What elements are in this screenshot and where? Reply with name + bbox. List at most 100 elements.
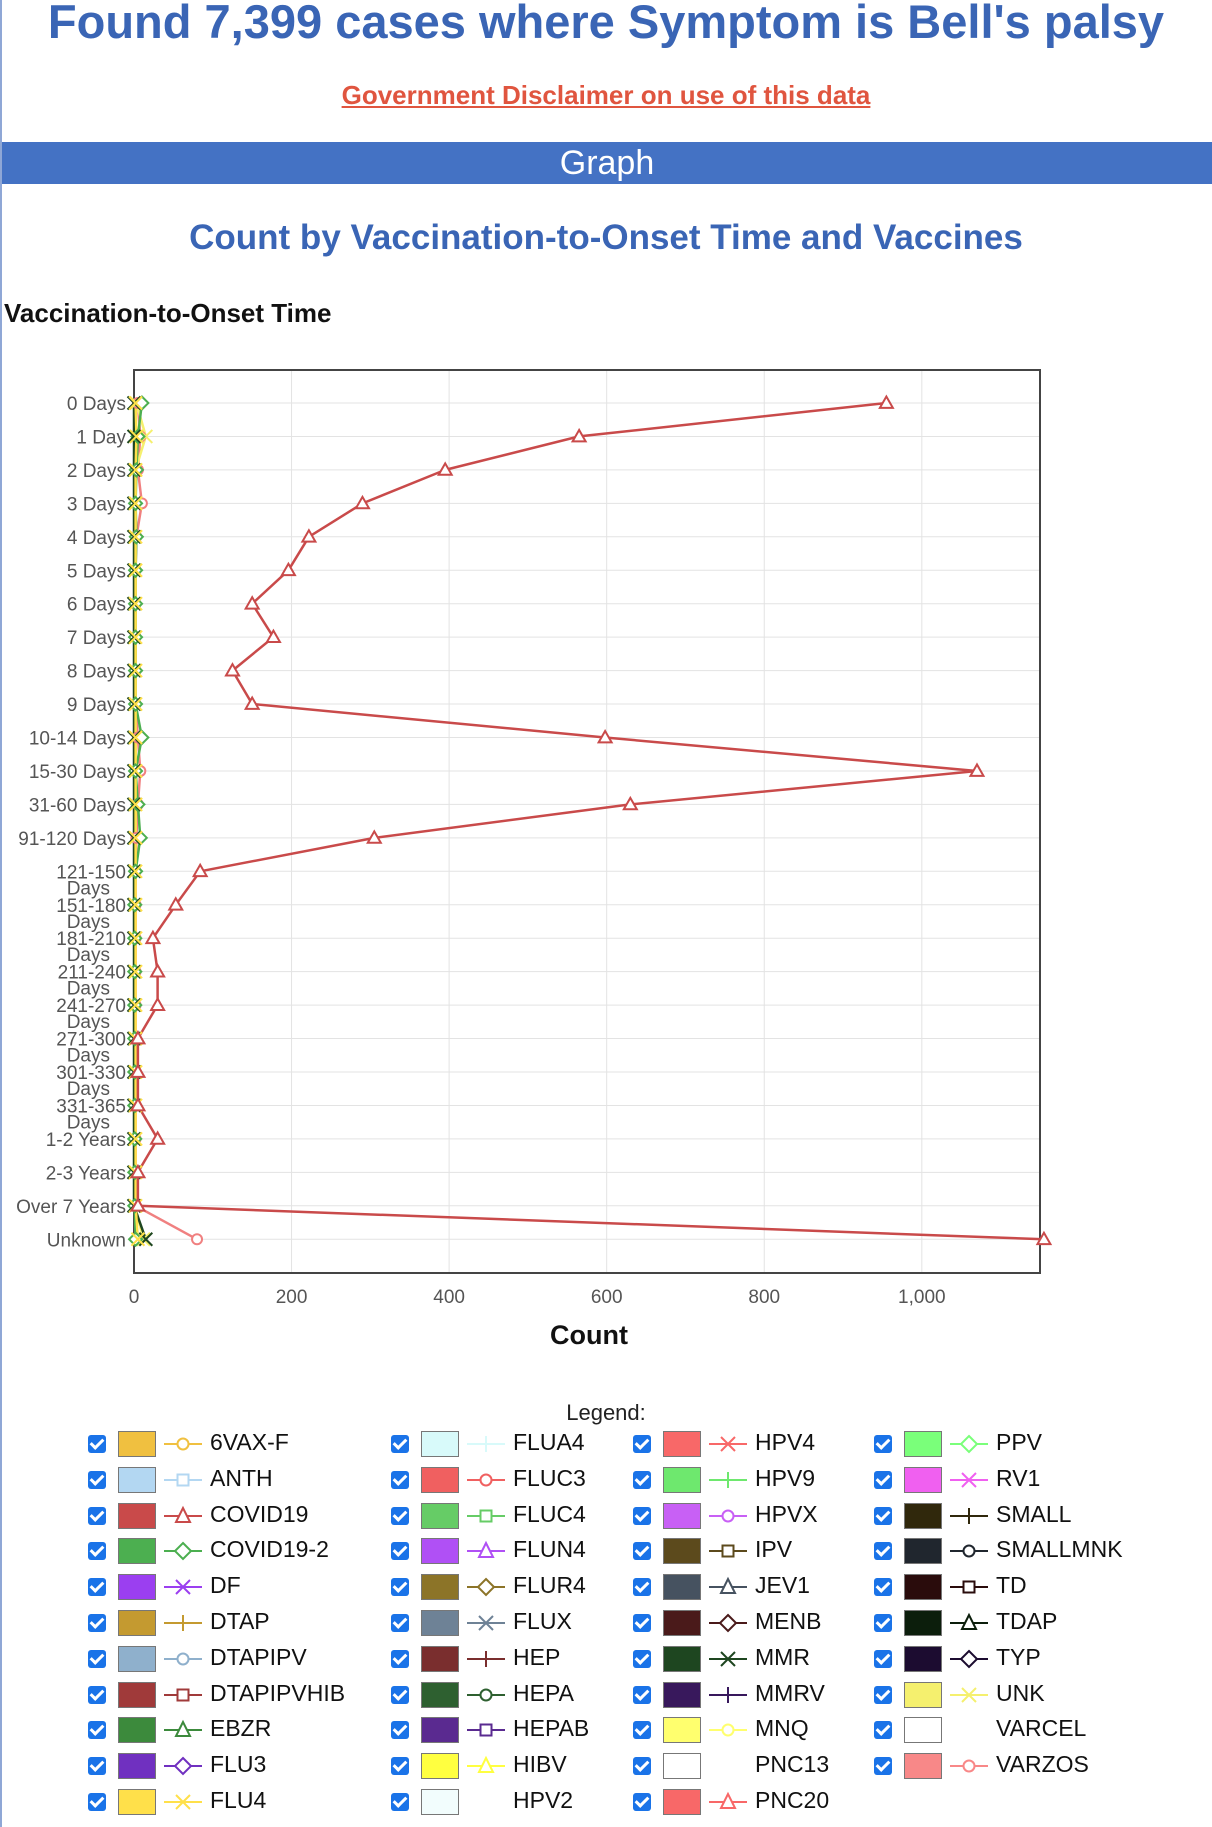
legend-checkbox[interactable] (633, 1721, 651, 1740)
legend-color-swatch (421, 1502, 459, 1529)
legend-checkbox[interactable] (391, 1470, 409, 1489)
legend-color-swatch (904, 1681, 942, 1708)
legend-checkbox[interactable] (391, 1757, 409, 1776)
legend-color-swatch (118, 1431, 156, 1457)
legend-marker-icon (164, 1714, 202, 1746)
legend-checkbox[interactable] (88, 1542, 106, 1561)
legend-marker-icon (164, 1428, 202, 1460)
legend-marker-icon (164, 1786, 202, 1818)
legend-checkbox[interactable] (391, 1649, 409, 1668)
legend-checkbox[interactable] (633, 1614, 651, 1632)
legend-checkbox[interactable] (633, 1685, 651, 1704)
data-point-covid19 (243, 695, 261, 710)
legend-label: VARZOS (996, 1751, 1089, 1778)
legend-checkbox[interactable] (633, 1542, 651, 1561)
data-point-covid19 (570, 427, 588, 443)
legend-checkbox[interactable] (633, 1578, 651, 1597)
legend-marker-icon (950, 1428, 988, 1460)
legend-checkbox[interactable] (874, 1685, 892, 1704)
legend-checkbox[interactable] (391, 1542, 409, 1561)
legend-label: EBZR (210, 1715, 272, 1742)
legend-marker-icon (709, 1714, 747, 1746)
legend-label: PNC20 (755, 1787, 830, 1813)
data-point-mmr (126, 763, 142, 779)
data-point-covid19 (436, 461, 454, 476)
legend-checkbox[interactable] (88, 1685, 106, 1704)
legend-checkbox[interactable] (633, 1506, 651, 1525)
legend-checkbox[interactable] (874, 1578, 892, 1597)
disclaimer-link[interactable]: Government Disclaimer on use of this dat… (341, 80, 871, 110)
legend-color-swatch (118, 1645, 156, 1672)
legend-title: Legend: (566, 1400, 646, 1425)
legend-checkbox[interactable] (633, 1470, 651, 1489)
legend-checkbox[interactable] (874, 1649, 892, 1668)
legend-checkbox[interactable] (633, 1793, 651, 1811)
legend-marker-icon (467, 1428, 505, 1460)
legend-checkbox[interactable] (88, 1470, 106, 1489)
data-point-mmr (126, 563, 142, 578)
legend-checkbox[interactable] (874, 1506, 892, 1525)
legend-label: DTAPIPVHIB (210, 1679, 346, 1706)
y-tick-label-wrap: Days (67, 912, 110, 933)
legend-checkbox[interactable] (391, 1685, 409, 1704)
legend-checkbox[interactable] (391, 1435, 409, 1453)
data-point-flu4 (128, 930, 143, 946)
data-point-flu4 (128, 830, 143, 846)
legend-marker-icon (467, 1750, 505, 1782)
data-point-mmr (126, 997, 142, 1013)
x-tick-label: 600 (591, 1287, 623, 1308)
legend-checkbox[interactable] (88, 1506, 106, 1525)
legend-color-swatch (663, 1610, 701, 1636)
legend-color-swatch (904, 1753, 942, 1780)
legend-label: FLUC4 (513, 1500, 586, 1527)
legend-checkbox[interactable] (874, 1614, 892, 1632)
legend-color-swatch (118, 1610, 156, 1636)
legend-marker-icon (709, 1750, 747, 1782)
legend-label: IPV (755, 1536, 793, 1563)
legend-checkbox[interactable] (633, 1435, 651, 1453)
legend-checkbox[interactable] (88, 1649, 106, 1668)
legend-checkbox[interactable] (633, 1757, 651, 1776)
legend-marker-icon (950, 1714, 988, 1746)
legend-checkbox[interactable] (874, 1757, 892, 1776)
legend-checkbox[interactable] (88, 1757, 106, 1776)
data-point-flu4 (128, 629, 143, 645)
data-point-covid19 (149, 963, 166, 978)
legend-marker-icon (164, 1535, 202, 1567)
legend-checkbox[interactable] (88, 1614, 106, 1632)
legend-checkbox[interactable] (391, 1793, 409, 1811)
legend-label: TYP (996, 1643, 1041, 1670)
page-title: Found 7,399 cases where Symptom is Bell'… (47, 0, 1165, 48)
data-point-mmr (126, 429, 142, 444)
legend-checkbox[interactable] (874, 1542, 892, 1561)
legend-color-swatch (421, 1610, 459, 1636)
legend-checkbox[interactable] (874, 1721, 892, 1740)
legend-checkbox[interactable] (633, 1649, 651, 1668)
y-tick-label: 3 Days (67, 494, 126, 515)
legend-checkbox[interactable] (88, 1793, 106, 1811)
legend-checkbox[interactable] (391, 1578, 409, 1597)
legend-checkbox[interactable] (391, 1721, 409, 1740)
legend-checkbox[interactable] (874, 1435, 892, 1453)
data-point-flu4 (129, 429, 144, 444)
legend-label: SMALL (996, 1500, 1072, 1527)
y-tick-label: 2-3 Years (46, 1163, 126, 1184)
legend-checkbox[interactable] (88, 1721, 106, 1740)
data-point-covid19 (149, 1130, 166, 1145)
legend-marker-icon (164, 1679, 202, 1711)
legend-marker-icon (709, 1679, 747, 1711)
legend-label: HEPAB (513, 1715, 590, 1742)
legend-label: RV1 (996, 1464, 1041, 1491)
y-tick-label: 8 Days (67, 662, 126, 683)
y-tick-label: 181-210 (56, 929, 126, 950)
legend-checkbox[interactable] (391, 1506, 409, 1525)
legend-checkbox[interactable] (88, 1435, 106, 1453)
legend-marker-icon (950, 1679, 988, 1711)
legend-marker-icon (467, 1535, 505, 1567)
legend-marker-icon (950, 1607, 988, 1639)
legend-checkbox[interactable] (874, 1470, 892, 1489)
legend-checkbox[interactable] (88, 1578, 106, 1597)
legend-checkbox[interactable] (391, 1614, 409, 1632)
legend-label: HEP (513, 1643, 561, 1670)
data-point-flu4 (128, 529, 143, 545)
